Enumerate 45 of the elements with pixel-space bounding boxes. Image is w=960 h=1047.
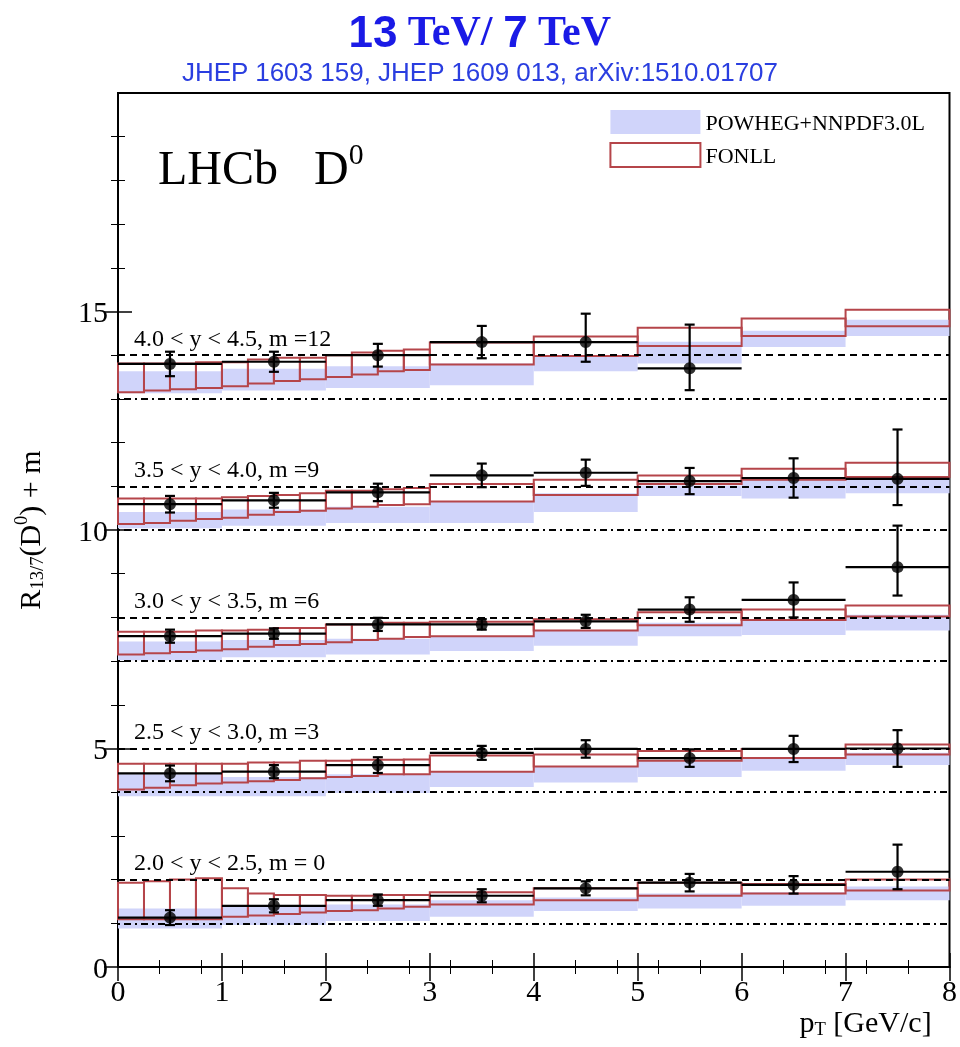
point <box>891 561 904 574</box>
point <box>683 603 696 616</box>
x-tick-label: 1 <box>214 973 230 1007</box>
y-tick-label: 15 <box>78 295 108 328</box>
point <box>891 865 904 878</box>
point <box>787 593 800 606</box>
x-tick-label: 3 <box>422 973 438 1007</box>
annotation: 2.5 < y < 3.0, m =3 <box>134 718 320 744</box>
point <box>475 336 488 349</box>
point <box>579 742 592 755</box>
point <box>787 878 800 891</box>
x-tick-label: 6 <box>734 973 750 1007</box>
x-tick-label: 5 <box>630 973 646 1007</box>
y-tick-label: 5 <box>93 732 108 765</box>
point <box>891 472 904 485</box>
x-tick-label: 4 <box>526 973 542 1007</box>
point <box>163 498 176 511</box>
legend-label: POWHEG+NNPDF3.0L <box>705 109 926 135</box>
point <box>267 355 280 368</box>
x-tick-label: 7 <box>838 973 854 1007</box>
chart-subtitle: JHEP 1603 159, JHEP 1609 013, arXiv:1510.01707 <box>181 57 779 87</box>
point <box>787 742 800 755</box>
chart-title: 13 TeV/ 7 TeV <box>348 6 612 56</box>
point <box>579 336 592 349</box>
point <box>683 475 696 488</box>
x-tick-label: 8 <box>942 973 957 1007</box>
point <box>683 876 696 889</box>
y-axis-title: R13/7(D0) + m <box>10 450 47 610</box>
y-tick-label: 0 <box>93 950 108 984</box>
point <box>891 742 904 755</box>
y-tick-label: 10 <box>78 513 108 547</box>
legend-label: FONLL <box>705 142 777 168</box>
point <box>683 752 696 765</box>
point <box>475 469 488 482</box>
x-tick-label: 2 <box>318 973 334 1007</box>
annotation: 3.5 < y < 4.0, m =9 <box>134 456 320 482</box>
annotation: 3.0 < y < 3.5, m =6 <box>134 587 320 613</box>
point <box>371 486 384 499</box>
point <box>163 357 176 370</box>
point <box>683 362 696 375</box>
annotation: 4.0 < y < 4.5, m =12 <box>134 325 332 351</box>
annotation: 2.0 < y < 2.5, m = 0 <box>134 849 326 875</box>
point <box>787 472 800 484</box>
point <box>371 349 384 362</box>
point <box>579 466 592 479</box>
